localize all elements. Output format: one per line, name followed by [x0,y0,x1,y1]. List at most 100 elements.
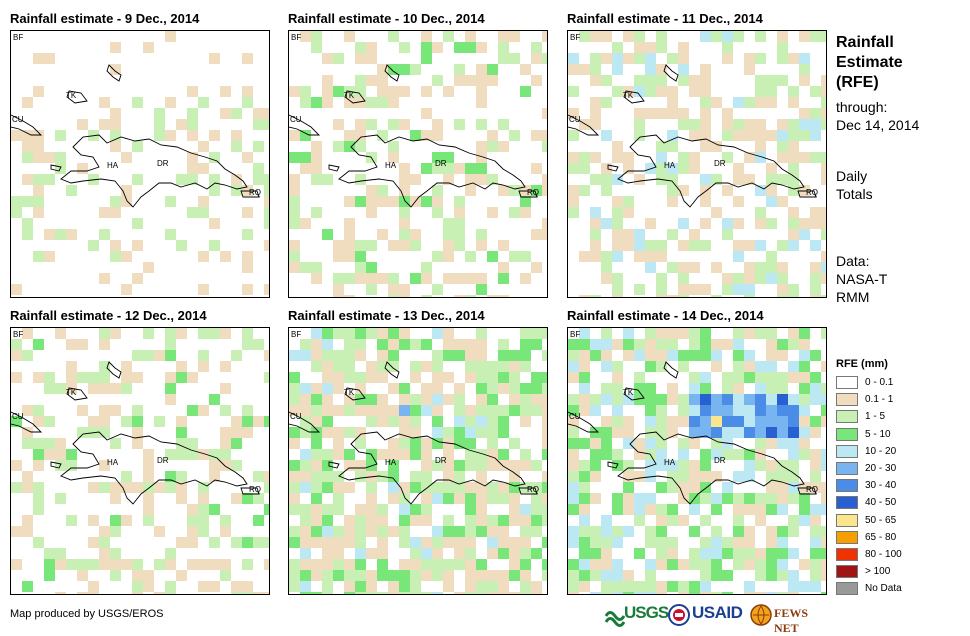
legend-label: 50 - 65 [865,514,897,526]
map-label-tk: TK [623,91,634,100]
coastline [11,114,43,136]
coastline [797,190,817,198]
legend-label: 5 - 10 [865,428,891,440]
legend-label: 65 - 80 [865,531,897,543]
coastline [384,64,400,82]
legend-item: 50 - 65 [836,512,902,529]
coastline [617,431,805,505]
legend-swatch [836,393,858,407]
coastline [344,90,366,104]
period-label: Daily Totals [836,168,873,202]
panel-title-dec-9: Rainfall estimate - 9 Dec., 2014 [10,11,200,26]
coastline [607,164,619,172]
map-label-tk: TK [344,91,355,100]
map-label-tk: TK [66,91,77,100]
legend-swatch [836,462,858,476]
panel-title-dec-14: Rainfall estimate - 14 Dec., 2014 [567,308,764,323]
map-panel-dec-13: BF CU TK HA DR RQ [288,327,548,595]
coastline [50,461,62,469]
map-panel-dec-12: BF CU TK HA DR RQ [10,327,270,595]
legend-label: > 100 [865,566,891,578]
legend-swatch [836,565,858,579]
coastline [384,361,400,379]
legend-swatch [836,479,858,493]
map-label-tk: TK [344,388,355,397]
legend-item: 30 - 40 [836,477,902,494]
data-label: Data: [836,253,870,269]
through-date: Dec 14, 2014 [836,117,920,133]
map-label-cu: CU [12,115,24,124]
data-source: NASA-TRMM [836,271,888,305]
usgs-logo-text: USGS [624,603,669,622]
map-label-rq: RQ [249,485,261,494]
legend-swatch [836,496,858,510]
map-label-cu: CU [569,115,581,124]
sidebar-title: Rainfall Estimate (RFE) [836,34,903,91]
map-label-bf: BF [13,33,24,42]
legend-swatch [836,410,858,424]
map-label-rq: RQ [806,485,818,494]
map-label-bf: BF [291,33,302,42]
coastline [663,64,679,82]
legend-item: No Data [836,580,902,597]
legend-item: 0 - 0.1 [836,374,902,391]
coastline [106,64,122,82]
legend-label: 0.1 - 1 [865,394,894,406]
rainfall-grid [568,328,826,594]
coastline [50,164,62,172]
map-label-dr: DR [157,159,169,168]
map-label-ha: HA [385,161,397,170]
coastline [11,411,43,433]
legend-swatch [836,530,858,544]
coastline [518,487,538,495]
panel-title-dec-10: Rainfall estimate - 10 Dec., 2014 [288,11,485,26]
map-label-rq: RQ [527,485,539,494]
map-label-bf: BF [13,330,24,339]
rfe-legend: RFE (mm) 0 - 0.1 0.1 - 1 1 - 5 5 - 10 10 - 2… [836,358,902,597]
panel-title-dec-13: Rainfall estimate - 13 Dec., 2014 [288,308,485,323]
legend-item: > 100 [836,563,902,580]
through-label: through: [836,99,888,115]
legend-item: 5 - 10 [836,426,902,443]
legend-label: 0 - 0.1 [865,377,894,389]
legend-item: 80 - 100 [836,546,902,563]
legend-item: 40 - 50 [836,494,902,511]
coastline [66,387,88,401]
legend-label: 40 - 50 [865,497,897,509]
legend-swatch [836,582,858,596]
map-label-cu: CU [290,115,302,124]
coastline [328,164,340,172]
fewsnet-globe-icon [750,604,772,626]
legend-swatch [836,427,858,441]
map-label-tk: TK [623,388,634,397]
map-label-cu: CU [290,412,302,421]
map-label-ha: HA [107,458,119,467]
coastline [289,411,321,433]
map-panel-dec-10: BF CU TK HA DR RQ [288,30,548,298]
panel-title-dec-12: Rainfall estimate - 12 Dec., 2014 [10,308,207,323]
map-credit: Map produced by USGS/EROS [10,608,164,620]
map-label-cu: CU [12,412,24,421]
coastline [518,190,538,198]
fewsnet-logo-text: FEWS NET [774,606,809,635]
map-label-ha: HA [664,161,676,170]
coastline [607,461,619,469]
map-panel-dec-9: BF CU TK HA DR RQ [10,30,270,298]
legend-label: 20 - 30 [865,463,897,475]
legend-item: 65 - 80 [836,529,902,546]
coastline [623,90,645,104]
usaid-logo-text: USAID [692,603,743,622]
map-label-rq: RQ [249,188,261,197]
map-label-rq: RQ [527,188,539,197]
coastline [60,134,248,208]
legend-item: 10 - 20 [836,443,902,460]
panel-title-dec-11: Rainfall estimate - 11 Dec., 2014 [567,11,763,26]
legend-label: 1 - 5 [865,411,886,423]
map-label-ha: HA [385,458,397,467]
coastline [66,90,88,104]
rainfall-grid [568,31,826,297]
rainfall-grid [11,31,269,295]
legend-item: 0.1 - 1 [836,391,902,408]
map-label-dr: DR [435,159,447,168]
usgs-logo-icon [604,611,626,627]
